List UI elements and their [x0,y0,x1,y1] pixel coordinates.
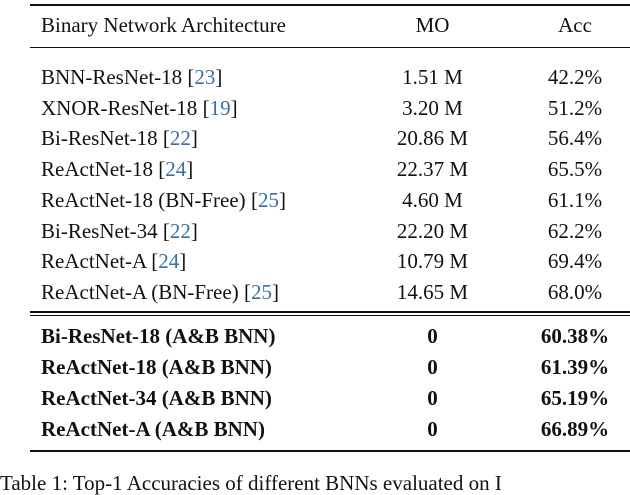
architecture-name: ReActNet-A (BN-Free) [41,279,239,304]
header-row: Binary Network Architecture MO Acc [30,10,630,41]
citation-link[interactable]: 24 [158,249,180,274]
citation-link[interactable]: 25 [257,187,279,212]
bottom-rule [30,450,630,452]
architecture-name: ReActNet-A [41,249,146,274]
architecture-name: ReActNet-18 [41,157,153,182]
mid-rule-lower [30,315,630,316]
header-architecture: Binary Network Architecture [41,13,286,37]
table-row: Bi-ResNet-18 (A&B BNN) 0 60.38% [30,321,630,352]
header-rule [30,47,630,48]
mo-cell: 3.20 M [402,95,463,120]
table-row: ReActNet-A (BN-Free) [25] 14.65 M 68.0% [30,277,630,308]
table-row: ReActNet-18 [24] 22.37 M 65.5% [30,154,630,185]
acc-cell: 56.4% [547,126,603,151]
table-row: ReActNet-A (A&B BNN) 0 66.89% [30,414,630,445]
acc-cell: 61.1% [547,187,603,212]
acc-cell: 42.2% [547,65,603,89]
architecture-name: XNOR-ResNet-18 [41,95,198,120]
architecture-name: ReActNet-18 (BN-Free) [41,187,246,212]
architecture-name: Bi-ResNet-34 [41,218,158,243]
acc-cell: 68.0% [547,279,603,304]
table-row: ReActNet-18 (BN-Free) [25] 4.60 M 61.1% [30,185,630,216]
architecture-cell: Bi-ResNet-18 (A&B BNN) [41,324,276,348]
architecture-cell: ReActNet-18 (A&B BNN) [41,355,272,379]
table-row: BNN-ResNet-18 [23] 1.51 M 42.2% [30,62,630,93]
mo-cell: 0 [427,417,438,441]
table-row: Bi-ResNet-18 [22] 20.86 M 56.4% [30,123,630,154]
citation-link[interactable]: 22 [169,126,191,151]
citation-link[interactable]: 23 [194,65,216,89]
acc-cell: 51.2% [547,95,603,120]
acc-cell: 61.39% [540,355,610,379]
architecture-name: BNN-ResNet-18 [41,65,183,89]
mo-cell: 0 [427,386,438,410]
architecture-cell: ReActNet-A [24] [41,249,187,274]
architecture-cell: ReActNet-18 (BN-Free) [25] [41,187,286,212]
acc-cell: 65.5% [547,157,603,182]
mid-rule-upper [30,311,630,313]
mo-cell: 22.20 M [396,218,469,243]
header-mo: MO [415,13,450,37]
citation-link[interactable]: 19 [209,95,231,120]
mo-cell: 20.86 M [396,126,469,151]
architecture-name: Bi-ResNet-18 [41,126,158,151]
citation-link[interactable]: 25 [250,279,272,304]
acc-cell: 66.89% [540,417,610,441]
architecture-cell: ReActNet-18 [24] [41,157,194,182]
acc-cell: 60.38% [540,324,610,348]
architecture-cell: Bi-ResNet-34 [22] [41,218,198,243]
header-acc: Acc [558,13,592,37]
table-row: ReActNet-A [24] 10.79 M 69.4% [30,246,630,277]
top-rule [30,4,630,6]
table-row: ReActNet-18 (A&B BNN) 0 61.39% [30,352,630,383]
table-row: ReActNet-34 (A&B BNN) 0 65.19% [30,383,630,414]
table-row: XNOR-ResNet-18 [19] 3.20 M 51.2% [30,93,630,124]
mo-cell: 0 [427,324,438,348]
architecture-cell: XNOR-ResNet-18 [19] [41,95,238,120]
table-row: Bi-ResNet-34 [22] 22.20 M 62.2% [30,216,630,247]
architecture-cell: BNN-ResNet-18 [23] [41,65,223,89]
mo-cell: 1.51 M [402,65,463,89]
architecture-cell: ReActNet-34 (A&B BNN) [41,386,272,410]
mo-cell: 0 [427,355,438,379]
mo-cell: 22.37 M [396,157,469,182]
citation-link[interactable]: 24 [165,157,187,182]
acc-cell: 65.19% [540,386,610,410]
architecture-cell: ReActNet-A (A&B BNN) [41,417,265,441]
mo-cell: 4.60 M [402,187,463,212]
architecture-cell: Bi-ResNet-18 [22] [41,126,198,151]
acc-cell: 62.2% [547,218,603,243]
table-caption: Table 1: Top-1 Accuracies of different B… [0,471,502,495]
acc-cell: 69.4% [547,249,603,274]
citation-link[interactable]: 22 [169,218,191,243]
mo-cell: 14.65 M [396,279,469,304]
mo-cell: 10.79 M [396,249,469,274]
architecture-cell: ReActNet-A (BN-Free) [25] [41,279,279,304]
